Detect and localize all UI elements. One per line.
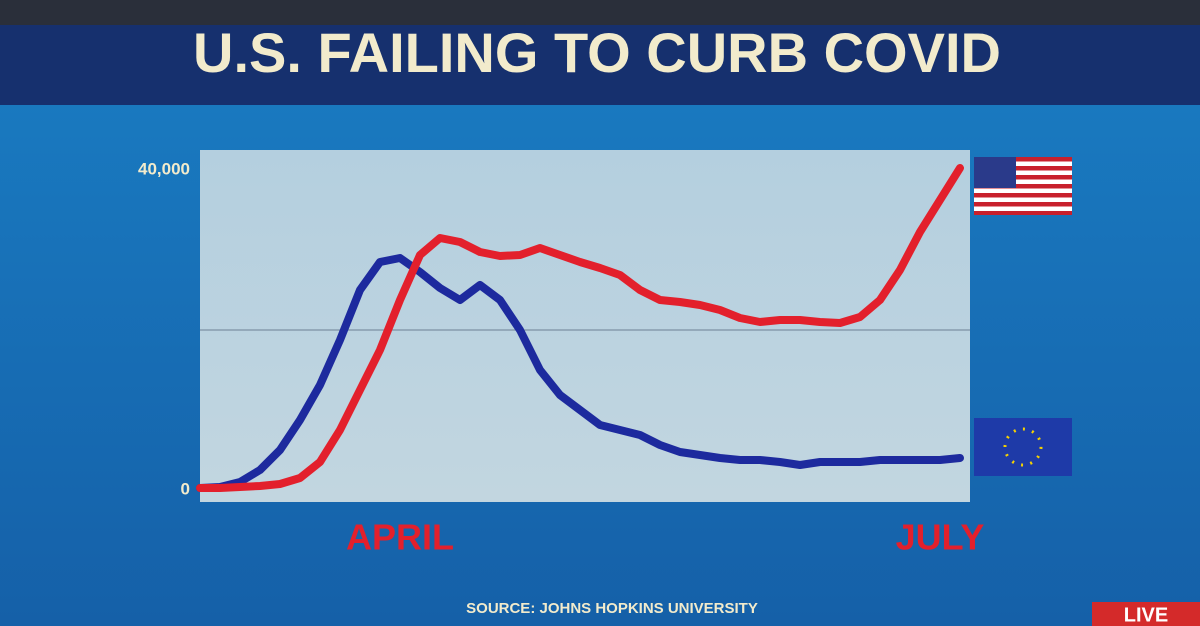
x-tick-label: APRIL [346, 517, 454, 558]
live-badge-bg [1092, 602, 1200, 626]
series-line [196, 164, 964, 492]
y-tick-label: 0 [181, 479, 190, 498]
title-band [0, 25, 1200, 105]
us-flag [974, 157, 1072, 215]
chart-title: U.S. FAILING TO CURB COVID [193, 21, 1001, 84]
live-badge: LIVE [1124, 604, 1168, 626]
eu-flag [974, 418, 1072, 476]
source-note: SOURCE: JOHNS HOPKINS UNIVERSITY [466, 600, 758, 617]
x-tick-label: JULY [896, 517, 985, 558]
top-edge [0, 0, 1200, 25]
series-line [196, 254, 964, 492]
y-tick-label: 40,000 [138, 159, 190, 178]
plot-area [200, 150, 970, 502]
